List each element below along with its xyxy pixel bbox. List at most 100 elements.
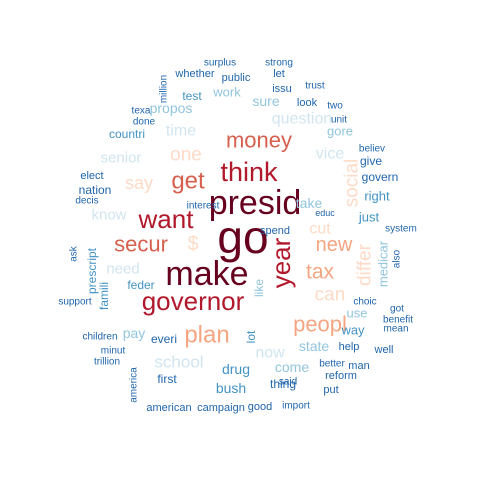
word-test: test [182, 89, 202, 103]
word-trillion: trillion [94, 357, 120, 368]
word-prescript: prescript [85, 247, 99, 294]
word-secur: secur [114, 232, 168, 257]
word-famili: famili [97, 282, 111, 310]
word-first: first [157, 372, 177, 386]
word-year: year [266, 237, 296, 288]
word-one: one [170, 145, 202, 166]
word-man: man [348, 360, 369, 372]
word-put: put [323, 384, 338, 396]
word-vice: vice [316, 146, 345, 163]
word-can: can [315, 285, 346, 306]
word-use: use [347, 306, 368, 321]
word-benefit: benefit [383, 315, 413, 326]
word-minut: minut [101, 346, 126, 357]
word-surplus: surplus [204, 58, 236, 69]
word-nation: nation [79, 183, 112, 197]
word-take: take [296, 195, 323, 211]
word-sure: sure [252, 93, 279, 109]
word-children: children [82, 332, 117, 343]
word-trust: trust [305, 81, 325, 92]
word-come: come [275, 359, 309, 375]
word-go: go [217, 211, 268, 263]
word-decis: decis [75, 196, 98, 207]
word-governor: governor [142, 286, 245, 316]
word-texa: texa [132, 106, 151, 117]
word-said: said [279, 377, 297, 388]
word-drug: drug [222, 361, 250, 377]
word-school: school [154, 353, 203, 372]
word-whether: whether [174, 68, 214, 80]
word-reform: reform [325, 370, 357, 382]
word-feder: feder [127, 278, 154, 292]
word-social: social [342, 159, 363, 208]
word-differ: differ [355, 243, 376, 286]
word-dollar: $ [187, 233, 198, 255]
word-money: money [226, 128, 292, 153]
word-look: look [297, 97, 318, 109]
word-import: import [282, 401, 310, 412]
word-gore: gore [327, 124, 353, 139]
word-got: got [390, 304, 404, 315]
word-issu: issu [272, 83, 292, 95]
word-way: way [340, 323, 365, 338]
word-now: now [255, 345, 285, 362]
word-also: also [392, 249, 403, 268]
word-let: let [273, 68, 285, 80]
word-know: know [91, 207, 126, 224]
word-tax: tax [306, 261, 335, 284]
word-cut: cut [309, 221, 331, 238]
word-say: say [125, 173, 153, 193]
word-support: support [58, 297, 92, 308]
word-just: just [358, 210, 380, 225]
word-public: public [222, 72, 251, 84]
word-right: right [364, 189, 390, 204]
word-strong: strong [265, 58, 293, 69]
word-educ: educ [315, 208, 335, 218]
word-need: need [106, 261, 139, 278]
word-spend: spend [260, 225, 290, 237]
word-give: give [360, 154, 382, 168]
word-bush: bush [216, 380, 246, 396]
word-new: new [316, 234, 353, 256]
word-elect: elect [80, 170, 103, 182]
word-good: good [248, 401, 272, 413]
word-system: system [385, 224, 417, 235]
word-get: get [171, 168, 205, 195]
word-help: help [339, 341, 360, 353]
word-america: america [129, 367, 140, 403]
word-question: question [272, 111, 333, 128]
word-countri: countri [109, 127, 145, 141]
word-believ: believ [359, 144, 385, 155]
word-plan: plan [184, 322, 229, 349]
word-like: like [252, 279, 266, 297]
word-senior: senior [101, 150, 142, 167]
word-medicar: medicar [376, 240, 391, 287]
word-better: better [319, 359, 345, 370]
word-choic: choic [353, 297, 376, 308]
word-want: want [138, 204, 195, 234]
word-everi: everi [151, 332, 177, 346]
word-ask: ask [69, 245, 80, 262]
word-unit: unit [331, 115, 347, 126]
word-propos: propos [150, 100, 193, 116]
word-peopl: peopl [293, 312, 347, 337]
word-american: american [146, 402, 191, 414]
word-state: state [299, 338, 330, 354]
word-thing: thing [270, 377, 296, 391]
word-interest: interest [187, 201, 220, 212]
word-pay: pay [123, 325, 146, 341]
word-work: work [212, 85, 241, 100]
word-well: well [374, 344, 394, 356]
word-mean: mean [383, 324, 408, 335]
word-time: time [166, 123, 196, 140]
word-campaign: campaign [197, 402, 245, 414]
word-million: million [159, 75, 170, 103]
word-lot: lot [244, 330, 258, 343]
word-two: two [327, 101, 343, 112]
word-govern: govern [362, 170, 399, 184]
word-think: think [220, 157, 278, 187]
word-make: make [165, 255, 248, 293]
word-presid: presid [209, 184, 302, 222]
word-done: done [133, 117, 156, 128]
